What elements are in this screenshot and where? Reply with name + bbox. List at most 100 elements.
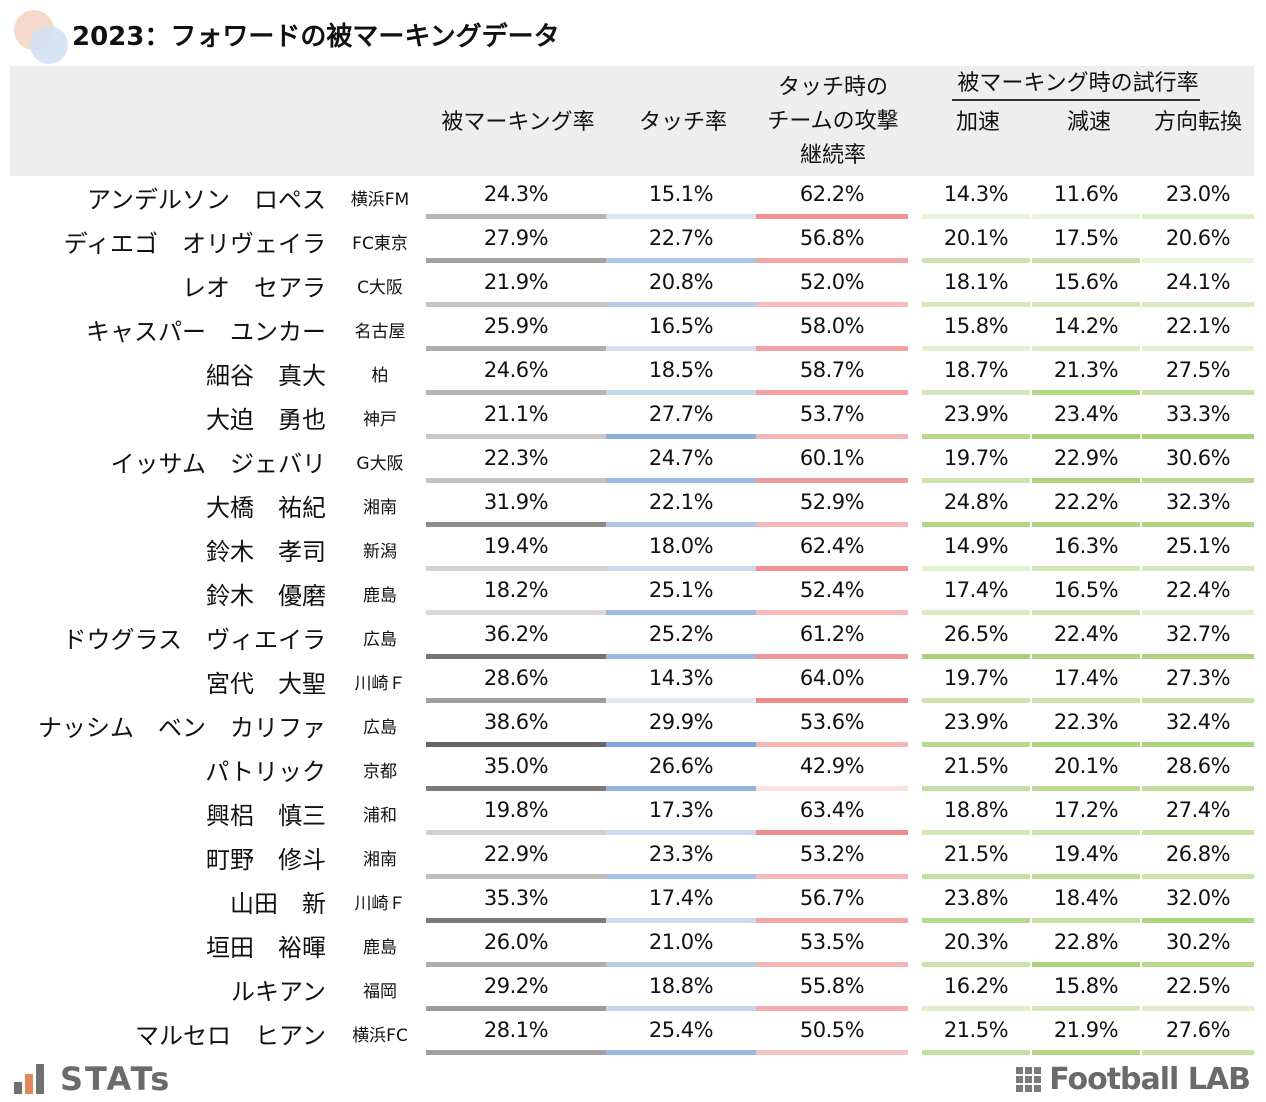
player-name: 山田 新 <box>230 890 326 918</box>
turn-rate-bar-track <box>1142 918 1254 923</box>
team-name: FC東京 <box>352 234 408 254</box>
marked-rate-value: 35.3% <box>483 886 549 910</box>
decel-rate-bar-track <box>1032 390 1140 395</box>
accel-rate-bar-track <box>922 522 1030 527</box>
player-name: ドウグラス ヴィエイラ <box>62 626 326 654</box>
decel-rate-bar-track <box>1032 918 1140 923</box>
continuation-rate-bar <box>756 830 908 835</box>
decel-rate-value: 15.8% <box>1053 974 1119 998</box>
team-name: 鹿島 <box>363 586 397 606</box>
marked-rate-value: 18.2% <box>483 578 549 602</box>
continuation-rate-bar <box>756 258 908 263</box>
turn-rate-value: 22.4% <box>1165 578 1231 602</box>
turn-rate-bar <box>1142 258 1254 263</box>
continuation-rate-value: 62.2% <box>799 182 865 206</box>
touch-rate-bar <box>606 522 756 527</box>
team-name: G大阪 <box>356 454 404 474</box>
continuation-rate-value: 53.7% <box>799 402 865 426</box>
continuation-rate-bar-track <box>756 918 908 923</box>
accel-rate-bar <box>922 346 1030 351</box>
continuation-rate-bar-track <box>756 434 908 439</box>
marked-rate-bar <box>426 346 606 351</box>
touch-rate-value: 22.1% <box>648 490 714 514</box>
touch-rate-bar <box>606 610 756 615</box>
marked-rate-bar <box>426 522 606 527</box>
header-turn: 方向転換 <box>1153 110 1242 135</box>
continuation-rate-bar <box>756 918 908 923</box>
decel-rate-bar-track <box>1032 1050 1140 1055</box>
continuation-rate-bar-track <box>756 390 908 395</box>
accel-rate-value: 19.7% <box>943 666 1009 690</box>
continuation-rate-bar-track <box>756 698 908 703</box>
table-body: アンデルソン ロペス 横浜FM 24.3% 15.1% 62.2% 14.3% 11.6% 2… <box>0 176 1266 1056</box>
touch-rate-value: 20.8% <box>648 270 714 294</box>
accel-rate-value: 23.9% <box>943 710 1009 734</box>
continuation-rate-bar <box>756 1006 908 1011</box>
continuation-rate-bar-track <box>756 478 908 483</box>
decel-rate-value: 20.1% <box>1053 754 1119 778</box>
marked-rate-bar <box>426 258 606 263</box>
turn-rate-bar-track <box>1142 786 1254 791</box>
turn-rate-bar <box>1142 786 1254 791</box>
decel-rate-bar-track <box>1032 346 1140 351</box>
marked-rate-bar-track <box>426 346 606 351</box>
turn-rate-bar-track <box>1142 258 1254 263</box>
continuation-rate-bar-track <box>756 1050 908 1055</box>
accel-rate-value: 18.1% <box>943 270 1009 294</box>
touch-rate-value: 18.5% <box>648 358 714 382</box>
decel-rate-bar-track <box>1032 830 1140 835</box>
accel-rate-bar <box>922 390 1030 395</box>
continuation-rate-value: 50.5% <box>799 1018 865 1042</box>
turn-rate-bar <box>1142 654 1254 659</box>
player-name: 大橋 祐紀 <box>206 494 326 522</box>
turn-rate-bar <box>1142 610 1254 615</box>
touch-rate-bar <box>606 566 756 571</box>
marked-rate-bar-track <box>426 214 606 219</box>
marked-rate-bar <box>426 742 606 747</box>
marked-rate-bar <box>426 962 606 967</box>
decel-rate-bar <box>1032 390 1140 395</box>
touch-rate-bar-track <box>606 1006 756 1011</box>
touch-rate-value: 24.7% <box>648 446 714 470</box>
table-row: 宮代 大聖 川崎Ｆ 28.6% 14.3% 64.0% 19.7% 17.4% 27.3% <box>0 660 1266 704</box>
page-title: 2023：フォワードの被マーキングデータ <box>72 22 560 52</box>
continuation-rate-bar <box>756 742 908 747</box>
continuation-rate-bar-track <box>756 962 908 967</box>
team-name: 広島 <box>363 718 397 738</box>
continuation-rate-value: 53.5% <box>799 930 865 954</box>
turn-rate-value: 25.1% <box>1165 534 1231 558</box>
marked-rate-bar <box>426 390 606 395</box>
player-name: 垣田 裕暉 <box>206 934 326 962</box>
decel-rate-value: 17.4% <box>1053 666 1119 690</box>
continuation-rate-bar-track <box>756 1006 908 1011</box>
turn-rate-bar <box>1142 874 1254 879</box>
accel-rate-bar <box>922 918 1030 923</box>
touch-rate-bar-track <box>606 742 756 747</box>
marked-rate-bar <box>426 610 606 615</box>
player-name: パトリック <box>205 758 326 786</box>
decel-rate-bar <box>1032 654 1140 659</box>
touch-rate-bar-track <box>606 874 756 879</box>
header-marked-rate: 被マーキング率 <box>441 110 595 135</box>
accel-rate-bar-track <box>922 830 1030 835</box>
touch-rate-bar <box>606 918 756 923</box>
turn-rate-bar-track <box>1142 566 1254 571</box>
turn-rate-bar <box>1142 698 1254 703</box>
continuation-rate-bar <box>756 566 908 571</box>
touch-rate-bar <box>606 390 756 395</box>
continuation-rate-bar <box>756 874 908 879</box>
marked-rate-value: 22.9% <box>483 842 549 866</box>
decel-rate-value: 11.6% <box>1053 182 1119 206</box>
continuation-rate-bar-track <box>756 742 908 747</box>
touch-rate-bar-track <box>606 918 756 923</box>
touch-rate-bar-track <box>606 302 756 307</box>
accel-rate-value: 20.1% <box>943 226 1009 250</box>
decel-rate-bar <box>1032 874 1140 879</box>
decel-rate-bar-track <box>1032 434 1140 439</box>
marked-rate-bar-track <box>426 390 606 395</box>
continuation-rate-bar <box>756 434 908 439</box>
continuation-rate-value: 52.9% <box>799 490 865 514</box>
touch-rate-bar-track <box>606 698 756 703</box>
touch-rate-bar <box>606 698 756 703</box>
continuation-rate-value: 53.6% <box>799 710 865 734</box>
